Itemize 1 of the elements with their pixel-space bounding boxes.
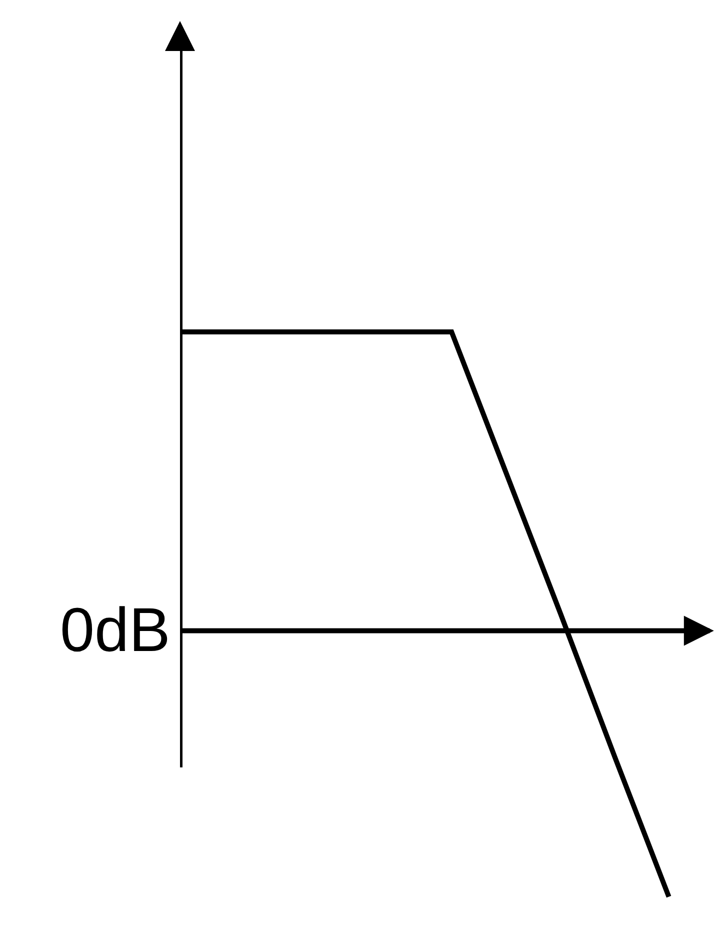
text: 0dB (60, 596, 170, 665)
